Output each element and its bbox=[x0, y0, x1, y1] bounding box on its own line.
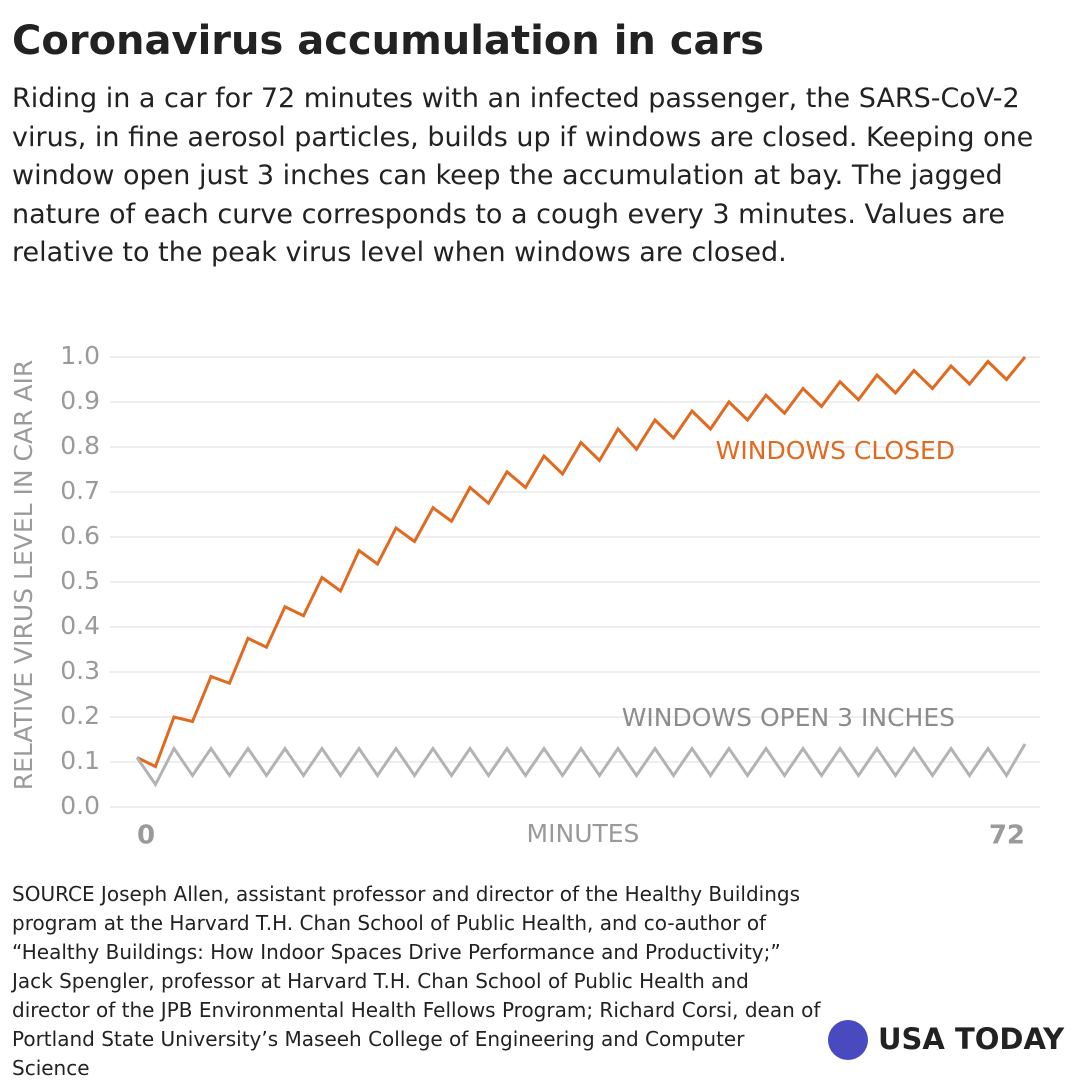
series-line bbox=[135, 743, 1027, 788]
y-tick-label: 0.7 bbox=[60, 476, 100, 505]
y-axis-label: RELATIVE VIRUS LEVEL IN CAR AIR bbox=[9, 360, 38, 791]
x-tick-label: 72 bbox=[989, 821, 1025, 851]
y-tick-label: 0.5 bbox=[60, 566, 100, 595]
brand: USA TODAY bbox=[878, 1022, 1065, 1056]
brand-logo bbox=[828, 1020, 868, 1060]
x-tick-label: 0 bbox=[137, 821, 155, 851]
series-line bbox=[136, 356, 1027, 769]
title: Coronavirus accumulation in cars bbox=[12, 18, 765, 64]
series-label: WINDOWS OPEN 3 INCHES bbox=[622, 703, 955, 732]
y-tick-label: 0.2 bbox=[60, 701, 100, 730]
y-tick-label: 0.0 bbox=[60, 791, 100, 820]
y-tick-label: 0.1 bbox=[60, 746, 100, 775]
source: SOURCE Joseph Allen, assistant professor… bbox=[12, 882, 821, 1080]
y-tick-label: 0.8 bbox=[60, 431, 100, 460]
y-tick-label: 0.3 bbox=[60, 656, 100, 685]
series-label: WINDOWS CLOSED bbox=[716, 436, 955, 465]
y-tick-label: 0.9 bbox=[60, 386, 100, 415]
y-tick-label: 0.6 bbox=[60, 521, 100, 550]
x-axis-label: MINUTES bbox=[527, 819, 640, 848]
y-tick-label: 1.0 bbox=[60, 341, 100, 370]
subtitle: Riding in a car for 72 minutes with an i… bbox=[12, 83, 1034, 268]
y-tick-label: 0.4 bbox=[60, 611, 100, 640]
